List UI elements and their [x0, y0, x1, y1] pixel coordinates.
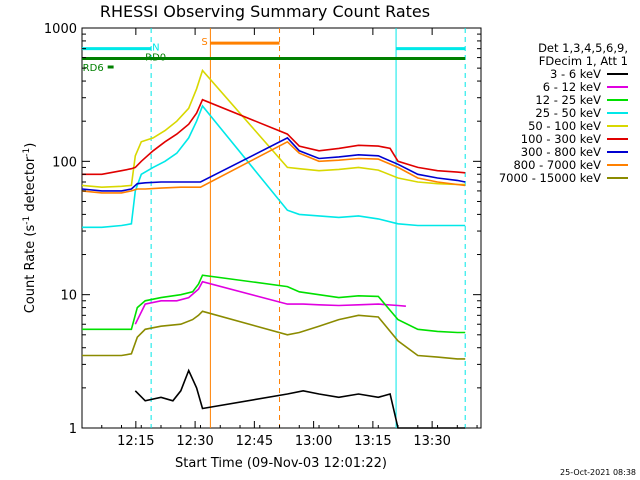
series-line-2: [82, 274, 466, 334]
series-line-0: [134, 368, 466, 429]
x-tick-label: 12:15: [117, 434, 154, 449]
legend-label-2: 12 - 25 keV: [535, 93, 601, 107]
legend-label-4: 50 - 100 keV: [528, 119, 601, 133]
y-tick-label: 100: [52, 155, 77, 170]
legend-label-0: 3 - 6 keV: [550, 67, 601, 81]
annotation-layer: N S RD0 RD6: [82, 28, 466, 428]
series-line-5: [82, 98, 466, 176]
saa-label: S: [201, 37, 207, 48]
rd0-label: RD0: [145, 53, 166, 64]
legend-header-line1: Det 1,3,4,5,6,9,: [538, 41, 628, 55]
series-line-8: [82, 310, 466, 360]
legend-label-1: 6 - 12 keV: [543, 80, 601, 94]
x-tick-label: 13:00: [295, 434, 332, 449]
footer-timestamp: 25-Oct-2021 08:38: [560, 468, 636, 477]
y-tick-label: 10: [60, 289, 77, 304]
x-tick-label: 13:15: [354, 434, 391, 449]
series-line-1: [134, 280, 406, 325]
series-line-6: [81, 136, 466, 192]
legend-label-7: 800 - 7000 keV: [513, 158, 601, 172]
legend-label-6: 300 - 800 keV: [521, 145, 601, 159]
series-layer: [81, 68, 466, 429]
legend-header-line2: FDecim 1, Att 1: [539, 54, 628, 68]
series-line-7: [81, 140, 466, 194]
legend-label-8: 7000 - 15000 keV: [499, 171, 601, 185]
series-line-3: [82, 104, 466, 229]
y-tick-label: 1000: [44, 22, 77, 37]
y-axis-label: Count Rate (s-1 detector-1): [22, 143, 38, 314]
y-tick-label: 1: [69, 422, 77, 437]
legend-label-5: 100 - 300 keV: [521, 132, 601, 146]
axis-layer: 12:15 12:30 12:45 13:00 13:15 13:30 1 10 100 1000: [44, 22, 481, 449]
night-label: N: [152, 43, 159, 54]
legend-label-3: 25 - 50 keV: [535, 106, 601, 120]
chart-title: RHESSI Observing Summary Count Rates: [100, 2, 430, 21]
x-tick-label: 13:30: [413, 434, 450, 449]
x-tick-label: 12:45: [236, 434, 273, 449]
series-line-4: [81, 68, 466, 189]
x-tick-label: 12:30: [176, 434, 213, 449]
x-axis-label: Start Time (09-Nov-03 12:01:22): [175, 456, 387, 471]
rd6-label: RD6: [83, 63, 104, 74]
